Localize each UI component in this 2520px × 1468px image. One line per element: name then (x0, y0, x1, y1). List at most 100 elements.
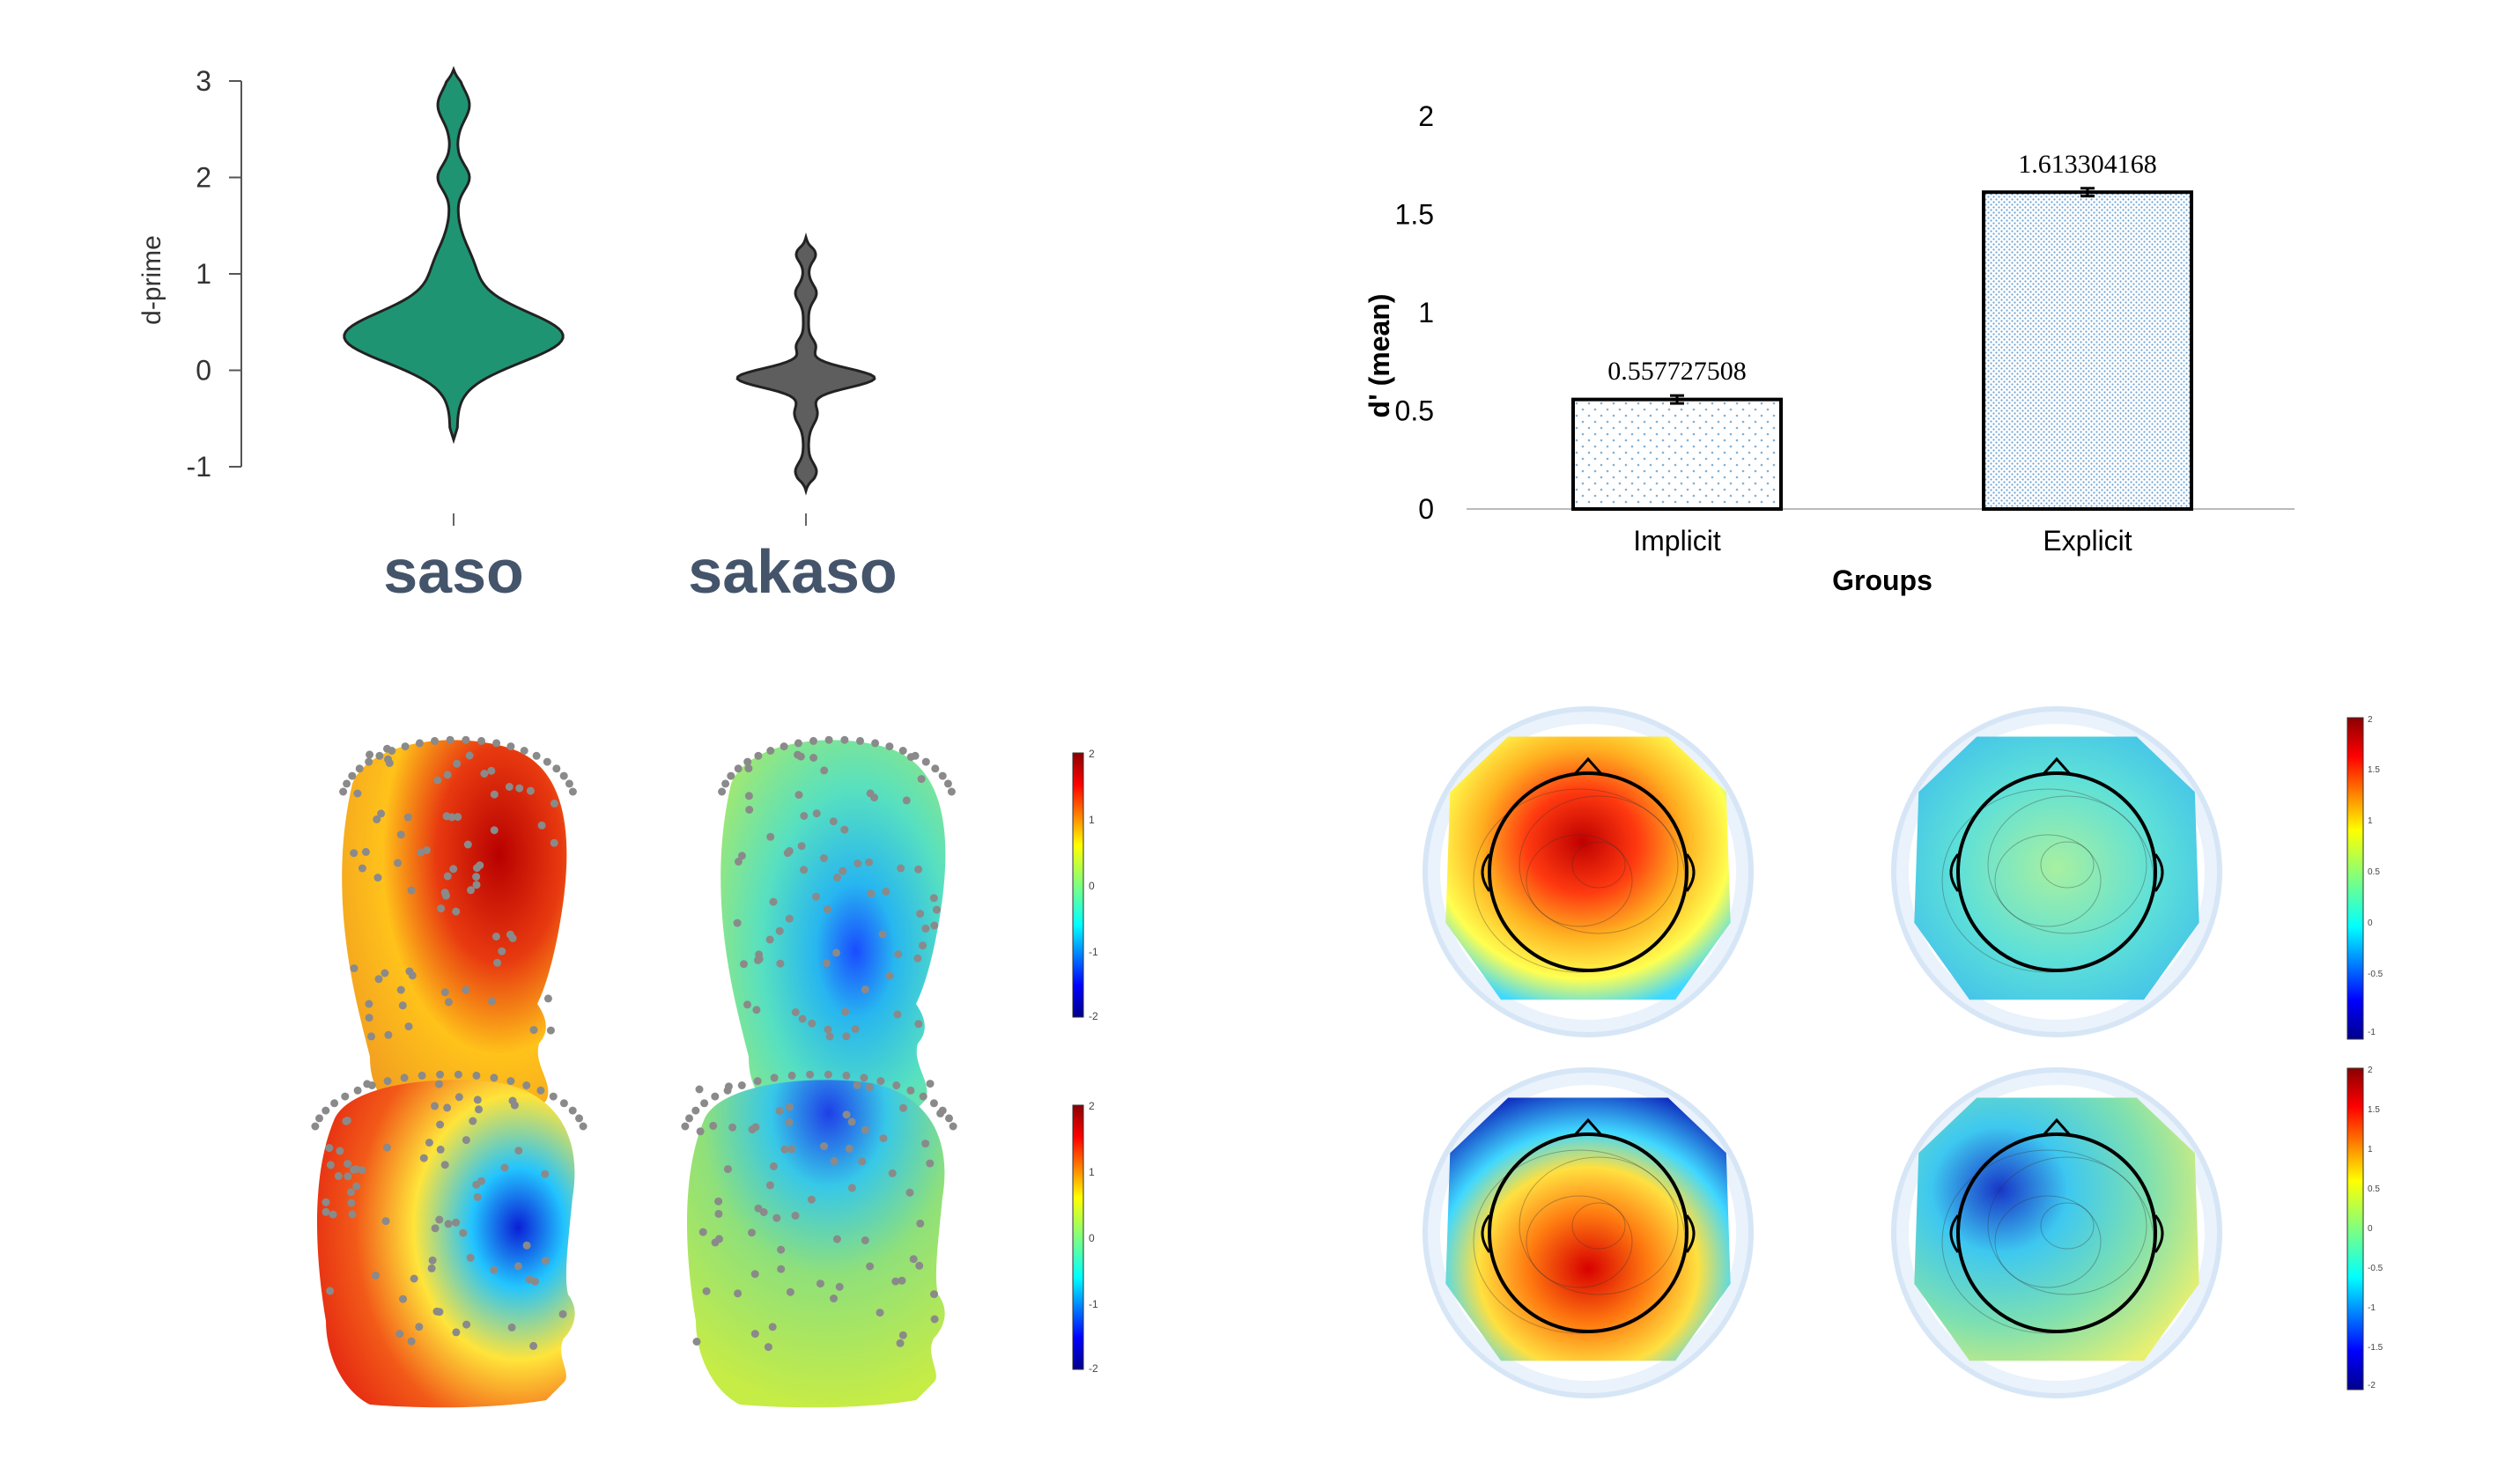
electrode-dot (734, 857, 743, 866)
electrode-dot (350, 1165, 358, 1174)
electrode-dot (754, 751, 763, 760)
electrode-dot (520, 747, 528, 755)
electrode-dot (396, 985, 405, 994)
electrode-dot (330, 1099, 339, 1108)
electrode-dot (531, 1277, 539, 1286)
violin-y-tick-label: 0 (196, 355, 211, 387)
electrode-dot (541, 1257, 550, 1265)
electrode-dot (510, 1101, 519, 1110)
scalp-colorbar-top-tick-0: 2 (2368, 715, 2373, 725)
electrode-dot (559, 1099, 568, 1108)
electrode-dot (930, 921, 939, 930)
electrode-dot (381, 1217, 390, 1226)
electrode-dot (896, 1339, 905, 1347)
electrode-dot (921, 924, 930, 933)
electrode-dot (750, 1270, 759, 1279)
electrode-dot (382, 1143, 391, 1152)
electrode-dot (515, 784, 524, 793)
electrode-dot (888, 1169, 897, 1177)
electrode-dot (820, 766, 829, 775)
electrode-dot (500, 1163, 509, 1172)
electrode-dot (444, 1220, 453, 1228)
electrode-dot (737, 852, 746, 860)
electrode-dot (702, 1287, 711, 1295)
scalp-colorbar-bottom-tick-7: -1.5 (2368, 1343, 2383, 1353)
electrode-dots (311, 735, 957, 1352)
scalp-colorbar-top-tick-2: 1 (2368, 816, 2373, 826)
electrode-dot (522, 1241, 531, 1250)
electrode-dot (532, 751, 541, 760)
electrode-dot (384, 1030, 393, 1039)
electrode-dot (744, 792, 753, 800)
electrode-dot (403, 813, 412, 822)
electrode-dot (336, 1147, 344, 1155)
electrode-dot (931, 764, 940, 773)
electrode-dot (775, 926, 784, 935)
electrode-dot (344, 1172, 352, 1181)
electrode-dot (396, 830, 405, 839)
electrode-dot (882, 887, 890, 896)
electrode-dot (419, 1154, 428, 1162)
electrode-dot (791, 1211, 800, 1220)
electrode-dot (865, 1082, 874, 1091)
electrode-dot (347, 1199, 356, 1207)
electrode-dot (766, 747, 775, 755)
electrode-dot (352, 1182, 361, 1191)
electrode-dot (443, 872, 452, 881)
electrode-dot (902, 796, 911, 805)
electrode-dot (909, 1255, 918, 1264)
electrode-dot (476, 861, 484, 870)
electrode-dot (550, 799, 558, 808)
electrode-dot (899, 1103, 907, 1112)
electrode-dot (930, 1290, 938, 1299)
electrode-dot (806, 1070, 815, 1079)
electrode-dot (727, 771, 735, 780)
electrode-dot (711, 1238, 720, 1247)
electrode-dot (891, 1277, 900, 1286)
electrode-dot (431, 1224, 440, 1233)
electrode-dot (449, 865, 458, 874)
electrode-dot (488, 997, 496, 1006)
electrode-dot (898, 747, 907, 755)
electrode-dot (462, 1320, 471, 1329)
nose-marker (2041, 756, 2073, 776)
electrode-dot (919, 941, 927, 950)
bar-y-tick-label: 2 (1418, 100, 1434, 132)
electrode-dot (913, 954, 922, 963)
electrode-dot (425, 1139, 433, 1147)
bar-y-tick-label: 0.5 (1395, 395, 1434, 427)
scalp-colorbar-top: 2 1.5 1 0.5 0 -0.5 -1 (2346, 715, 2383, 1040)
electrode-dot (721, 779, 730, 788)
scalp-colorbar-top-tick-5: -0.5 (2368, 970, 2383, 979)
electrode-dot (785, 846, 794, 855)
electrode-dot (568, 1106, 577, 1115)
electrode-dot (921, 1140, 930, 1148)
nose-marker (2041, 1118, 2073, 1137)
electrode-dot (506, 742, 515, 751)
electrode-dot (343, 779, 351, 788)
electrode-dot (921, 757, 930, 766)
electrode-dot (723, 1165, 732, 1174)
scalp-topography-panel: 2 1.5 1 0.5 0 -0.5 -1 2 1.5 1 0.5 0 -0.5… (1423, 706, 2383, 1398)
bar-value-label: 1.613304168 (2018, 150, 2157, 179)
scalp-colorbar-bottom-tick-0: 2 (2368, 1066, 2373, 1075)
electrode-dot (443, 771, 452, 779)
head-colorbar-top-tick-4: -2 (1089, 1010, 1098, 1022)
electrode-dot (847, 1184, 856, 1192)
electrode-dot (454, 1093, 463, 1102)
electrode-dot (768, 1323, 777, 1332)
electrode-dot (431, 1102, 439, 1110)
electrode-dot (568, 787, 577, 796)
electrode-dot (914, 1020, 923, 1029)
electrode-dot (853, 1081, 861, 1089)
electrode-dot (462, 735, 470, 744)
head-outline (1488, 771, 1689, 972)
electrode-dot (933, 905, 941, 914)
electrode-dot (506, 1077, 515, 1086)
scalp-contour (2040, 1202, 2095, 1250)
electrode-dot (367, 1081, 376, 1089)
electrode-dot (358, 864, 366, 873)
electrode-dot (785, 1103, 794, 1111)
electrode-dot (472, 1071, 481, 1080)
electrode-dot (938, 1106, 947, 1115)
